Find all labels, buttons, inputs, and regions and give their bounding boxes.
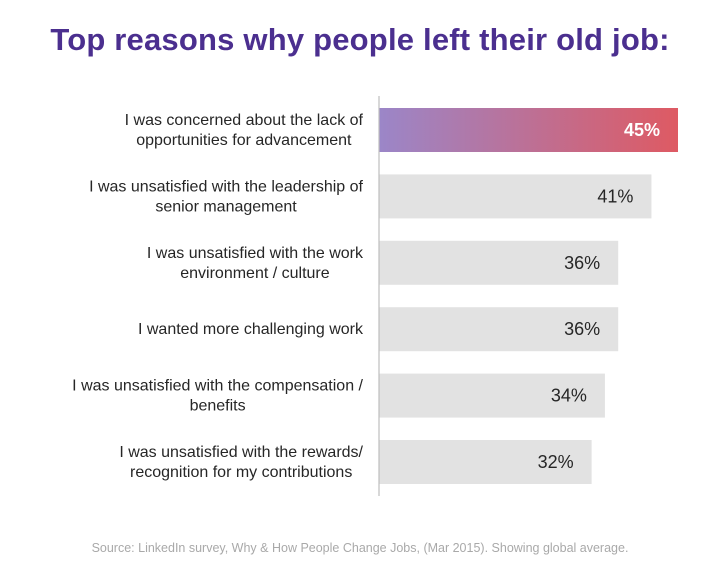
bar-1 xyxy=(379,108,678,152)
bar-6 xyxy=(379,440,592,484)
bar-value-label-4: 36% xyxy=(564,319,600,339)
bar-value-label-6: 32% xyxy=(538,452,574,472)
category-label-3: I was unsatisfied with the work environme… xyxy=(147,245,364,282)
category-label-4: I wanted more challenging work xyxy=(138,321,364,338)
category-label-2: I was unsatisfied with the leadership of… xyxy=(89,178,363,215)
bar-value-label-2: 41% xyxy=(597,186,633,206)
category-label-1: I was concerned about the lack of opportu… xyxy=(125,112,364,149)
category-label-6: I was unsatisfied with the rewards/recog… xyxy=(119,444,363,481)
bar-2 xyxy=(379,174,652,219)
bar-4 xyxy=(379,307,619,352)
bar-value-label-3: 36% xyxy=(564,253,600,273)
chart-title: Top reasons why people left their old jo… xyxy=(50,22,670,57)
bar-value-label-1: 45% xyxy=(624,120,660,140)
bar-value-label-5: 34% xyxy=(551,386,587,406)
source-note: Source: LinkedIn survey, Why & How Peopl… xyxy=(91,541,629,555)
bar-5 xyxy=(379,373,605,418)
bar-3 xyxy=(379,240,619,285)
category-label-5: I was unsatisfied with the compensation … xyxy=(72,378,363,415)
